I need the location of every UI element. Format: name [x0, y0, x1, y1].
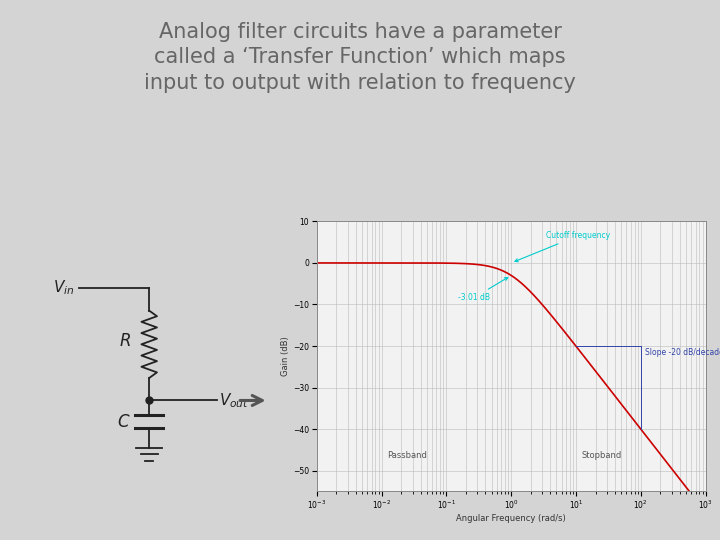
Text: Analog filter circuits have a parameter
called a ‘Transfer Function’ which maps
: Analog filter circuits have a parameter …: [144, 22, 576, 93]
Text: $V_{in}$: $V_{in}$: [53, 279, 75, 298]
Text: Stopband: Stopband: [581, 451, 621, 460]
Text: $V_{out}$: $V_{out}$: [219, 391, 249, 410]
Text: Slope -20 dB/decade: Slope -20 dB/decade: [644, 348, 720, 357]
Text: Cutoff frequency: Cutoff frequency: [515, 231, 611, 262]
X-axis label: Angular Frequency (rad/s): Angular Frequency (rad/s): [456, 514, 566, 523]
Text: -3.01 dB: -3.01 dB: [458, 278, 508, 302]
Text: $R$: $R$: [119, 333, 131, 350]
Text: $C$: $C$: [117, 413, 131, 430]
Y-axis label: Gain (dB): Gain (dB): [282, 336, 290, 376]
Text: Passband: Passband: [387, 451, 427, 460]
